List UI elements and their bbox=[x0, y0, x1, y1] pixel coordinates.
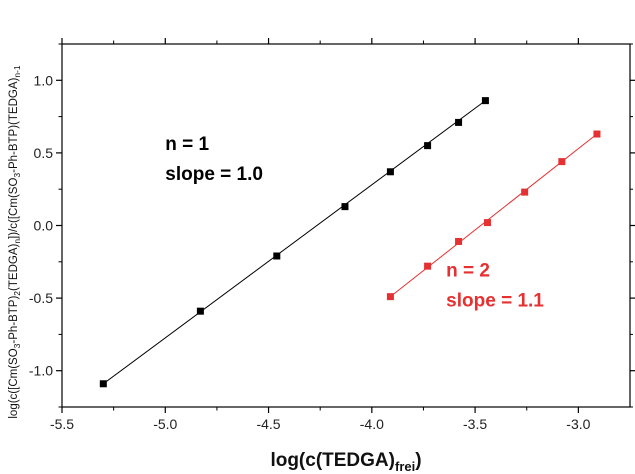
fit-line bbox=[103, 100, 486, 385]
data-point bbox=[455, 237, 463, 245]
y-label-subscript: 3 bbox=[12, 343, 22, 348]
data-point bbox=[99, 380, 107, 388]
data-point bbox=[481, 97, 489, 105]
data-point bbox=[558, 158, 566, 166]
plot-frame bbox=[61, 43, 631, 408]
y-label-part: -Ph-BTP)(TEDGA) bbox=[8, 78, 20, 173]
x-tick-label: -4.0 bbox=[360, 416, 384, 432]
y-label-subscript: 2 bbox=[12, 291, 22, 296]
y-label-subscript: n bbox=[12, 239, 22, 244]
data-point bbox=[273, 252, 281, 260]
data-point bbox=[196, 307, 204, 315]
x-axis-label: log(c(TEDGA)frei) bbox=[270, 450, 421, 474]
y-tick-label: 0.5 bbox=[34, 145, 54, 161]
data-point bbox=[455, 118, 463, 126]
y-tick-label: 0.0 bbox=[34, 218, 54, 234]
annotation-text: n = 2 bbox=[446, 260, 490, 281]
data-point bbox=[424, 142, 432, 150]
data-point bbox=[521, 188, 529, 196]
annotation-text: slope = 1.1 bbox=[446, 290, 544, 311]
data-point bbox=[483, 219, 491, 227]
annotation-text: n = 1 bbox=[165, 134, 209, 155]
data-point bbox=[341, 203, 349, 211]
axes: -5.5 -5.0 -4.5 -4.0 -3.5 -3.0 -1.0 -0.5 0.0 0.5 1.… bbox=[29, 38, 635, 432]
data-point bbox=[386, 168, 394, 176]
y-label-part: log(c([Cm(SO bbox=[8, 348, 20, 418]
y-axis-label: log(c([Cm(SO3-Ph-BTP)2(TEDGA)n])/c([Cm(S… bbox=[8, 65, 22, 419]
data-point bbox=[593, 130, 601, 138]
annotation-text: slope = 1.0 bbox=[165, 164, 263, 185]
x-tick-label: -5.0 bbox=[153, 416, 177, 432]
y-tick-label: 1.0 bbox=[34, 72, 54, 88]
y-label-subscript: n-1 bbox=[12, 65, 22, 78]
y-tick-label: -1.0 bbox=[29, 363, 53, 379]
x-tick-label: -3.0 bbox=[566, 416, 590, 432]
y-label-part: (TEDGA) bbox=[8, 244, 20, 291]
y-label-part: -Ph-BTP) bbox=[8, 296, 20, 344]
x-tick-label: -3.5 bbox=[463, 416, 487, 432]
fit-line bbox=[390, 133, 598, 298]
y-tick-label: -0.5 bbox=[29, 290, 53, 306]
x-tick-label: -5.5 bbox=[50, 416, 74, 432]
x-tick-label: -4.5 bbox=[256, 416, 280, 432]
annotations: n = 1 slope = 1.0 n = 2 slope = 1.1 bbox=[165, 134, 544, 311]
y-label-subscript: 3 bbox=[12, 173, 22, 178]
data-point bbox=[386, 293, 394, 301]
data-point bbox=[424, 262, 432, 270]
data-points bbox=[99, 97, 601, 388]
y-label-part: ])/c([Cm(SO bbox=[8, 178, 20, 239]
